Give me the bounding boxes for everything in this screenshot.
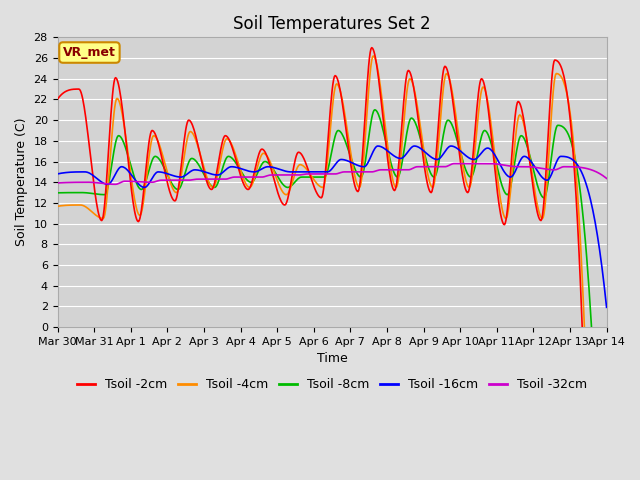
Title: Soil Temperatures Set 2: Soil Temperatures Set 2 [233,15,431,33]
Legend: Tsoil -2cm, Tsoil -4cm, Tsoil -8cm, Tsoil -16cm, Tsoil -32cm: Tsoil -2cm, Tsoil -4cm, Tsoil -8cm, Tsoi… [72,373,593,396]
Y-axis label: Soil Temperature (C): Soil Temperature (C) [15,118,28,247]
Text: VR_met: VR_met [63,46,116,59]
X-axis label: Time: Time [317,352,348,365]
